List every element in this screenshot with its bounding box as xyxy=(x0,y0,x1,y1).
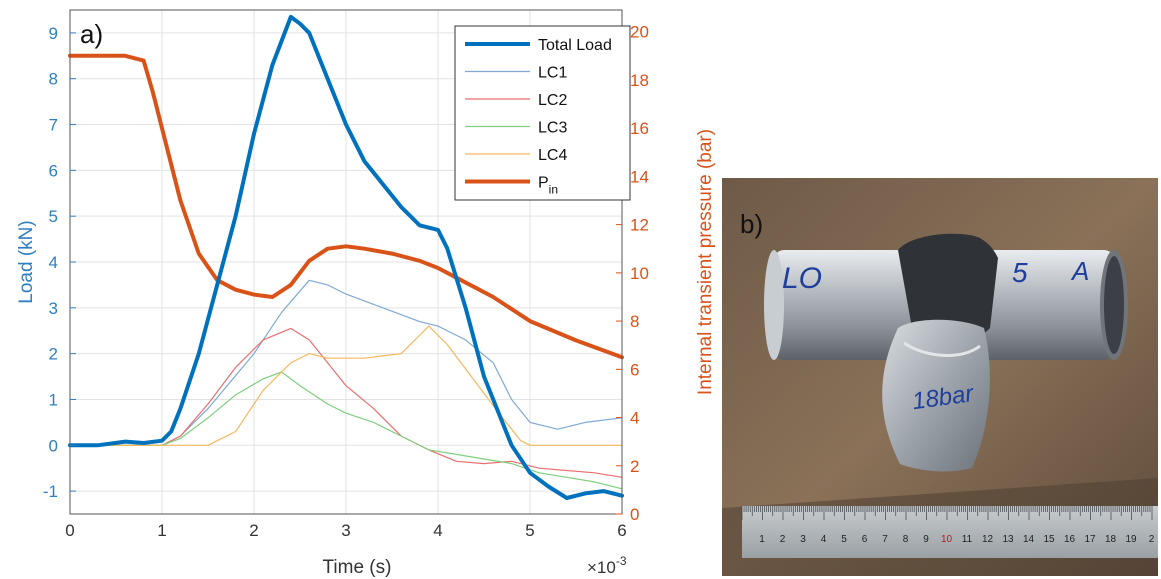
ruler-label: 8 xyxy=(903,534,909,545)
y-left-tick-label: 1 xyxy=(49,390,58,409)
y-left-tick-label: 7 xyxy=(49,116,58,135)
x-tick-label: 5 xyxy=(525,521,534,540)
y-right-tick-label: 0 xyxy=(630,505,639,524)
legend-label-lc1: LC1 xyxy=(538,65,567,82)
y-left-tick-label: -1 xyxy=(43,482,58,501)
ruler-label: 4 xyxy=(821,534,827,545)
tube-mark-lo: LO xyxy=(782,262,822,295)
specimen-photo: LO 5 A 18bar 1 2 3 4 5 6 7 8 9 10 11 12 13 14 15 16 17 18… xyxy=(722,178,1158,576)
y-right-tick-label: 12 xyxy=(630,216,649,235)
ruler-label: 2 xyxy=(1149,534,1155,545)
series-line-total-load xyxy=(68,14,624,500)
legend-label-lc4: LC4 xyxy=(538,147,567,164)
legend: Total Load LC1 LC2 LC3 LC4 Pin xyxy=(454,25,631,201)
ruler-label: 17 xyxy=(1084,534,1096,545)
ruler-label: 19 xyxy=(1125,534,1137,545)
ruler-label: 13 xyxy=(1002,534,1014,545)
y-right-tick-label: 4 xyxy=(630,409,639,428)
series-line-lc3 xyxy=(69,371,623,490)
ruler-label: 6 xyxy=(862,534,868,545)
ruler: 1 2 3 4 5 6 7 8 9 10 11 12 13 14 15 16 17 18 19 2 xyxy=(741,506,1158,558)
x-axis-multiplier: ×10-3 xyxy=(587,554,627,577)
y-right-tick-label: 2 xyxy=(630,457,639,476)
series-line-lc4 xyxy=(69,325,623,446)
ruler-label: 2 xyxy=(780,534,786,545)
y-right-tick-label: 10 xyxy=(630,264,649,283)
tee-pipe-specimen: LO 5 A 18bar xyxy=(764,233,1128,472)
specimen-photo-illustration: LO 5 A 18bar 1 2 3 4 5 6 7 8 9 10 11 12 13 14 15 16 17 18… xyxy=(722,178,1158,576)
legend-label-lc3: LC3 xyxy=(538,120,567,137)
ruler-label: 11 xyxy=(962,534,973,545)
y-axis-left-label: Load (kN) xyxy=(16,220,37,303)
ruler-label: 18 xyxy=(1105,534,1117,545)
ruler-label: 9 xyxy=(923,534,929,545)
ruler-label: 3 xyxy=(800,534,806,545)
y-left-tick-label: 6 xyxy=(49,161,58,180)
y-right-tick-label: 6 xyxy=(630,360,639,379)
x-tick-label: 4 xyxy=(433,521,442,540)
y-axis-right-label: Internal transient pressure (bar) xyxy=(695,129,716,395)
tube-mark-5: 5 xyxy=(1012,257,1028,288)
y-right-tick-label: 14 xyxy=(630,167,649,186)
legend-box xyxy=(454,25,631,201)
legend-label-lc2: LC2 xyxy=(538,92,567,109)
y-right-tick-label: 16 xyxy=(630,119,649,138)
y-left-tick-label: 5 xyxy=(49,207,58,226)
panel-a-label: a) xyxy=(80,19,103,49)
y-left-tick-label: 2 xyxy=(49,345,58,364)
x-tick-label: 0 xyxy=(65,521,74,540)
ruler-label: 7 xyxy=(882,534,888,545)
x-axis-label: Time (s) xyxy=(323,557,392,578)
ruler-label: 10 xyxy=(941,534,953,545)
x-tick-label: 3 xyxy=(341,521,350,540)
ruler-label: 12 xyxy=(982,534,994,545)
ruler-label: 5 xyxy=(841,534,847,545)
series-line-lc1 xyxy=(69,279,623,446)
legend-label-total-load: Total Load xyxy=(538,37,612,54)
ruler-label: 16 xyxy=(1064,534,1076,545)
series-line-lc2 xyxy=(69,327,623,478)
y-left-tick-label: 4 xyxy=(49,253,58,272)
y-right-tick-label: 20 xyxy=(630,23,649,42)
ruler-label: 15 xyxy=(1043,534,1055,545)
x-tick-label: 6 xyxy=(617,521,626,540)
series-layer xyxy=(68,14,624,500)
y-left-tick-label: 0 xyxy=(49,436,58,455)
y-left-tick-label: 9 xyxy=(49,24,58,43)
x-tick-label: 1 xyxy=(157,521,166,540)
y-right-tick-label: 18 xyxy=(630,71,649,90)
y-right-tick-label: 8 xyxy=(630,312,639,331)
legend-label-pin: Pin xyxy=(538,175,558,197)
torn-flap xyxy=(882,319,990,472)
ruler-label: 14 xyxy=(1023,534,1035,545)
ruler-label: 1 xyxy=(759,534,765,545)
y-left-tick-label: 3 xyxy=(49,299,58,318)
panel-b-label: b) xyxy=(740,209,763,239)
tube-mark-a: A xyxy=(1070,256,1089,286)
x-tick-label: 2 xyxy=(249,521,258,540)
y-left-tick-label: 8 xyxy=(49,70,58,89)
